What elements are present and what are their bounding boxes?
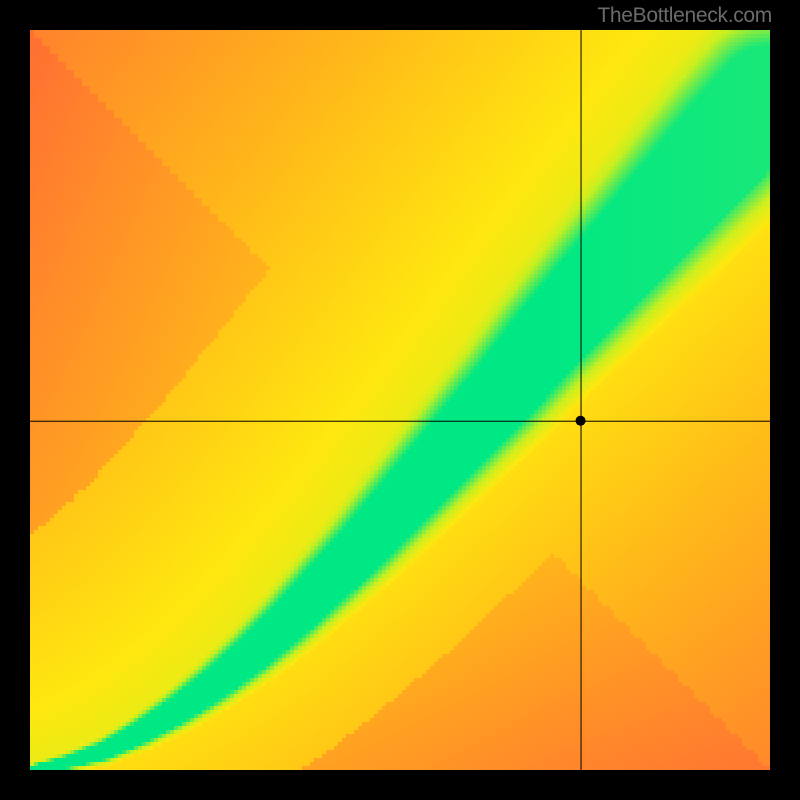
watermark-label: TheBottleneck.com [597, 4, 772, 28]
bottleneck-heatmap [30, 30, 770, 770]
chart-container: TheBottleneck.com [0, 0, 800, 800]
